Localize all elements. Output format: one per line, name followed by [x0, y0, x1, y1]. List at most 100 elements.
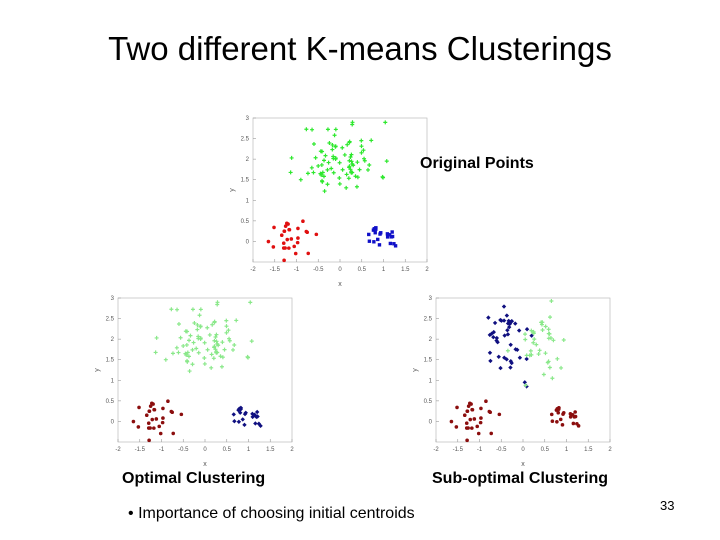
data-point — [310, 127, 315, 132]
data-point — [250, 411, 255, 417]
data-point — [242, 411, 248, 417]
data-point — [524, 356, 529, 362]
data-point — [376, 237, 380, 242]
data-point — [393, 244, 398, 248]
x-tick-label: 0 — [338, 267, 342, 273]
data-point — [536, 352, 541, 357]
suboptimal-clustering-scatter: -2 -1.5 -1 -0.5 0 0.5 1 1.5 2 0 0.5 1 1.5 2 2.5 3 x y — [412, 296, 612, 468]
data-point — [205, 347, 210, 352]
data-point — [388, 241, 393, 246]
data-point — [227, 338, 232, 343]
data-point — [191, 340, 196, 345]
data-point — [195, 322, 200, 327]
data-point — [207, 332, 212, 337]
data-point — [558, 417, 563, 422]
data-point — [322, 189, 327, 194]
data-point — [281, 241, 286, 246]
data-point — [286, 222, 290, 226]
scatter-series — [367, 226, 398, 248]
data-point — [212, 320, 217, 325]
data-point — [392, 242, 396, 246]
data-point — [559, 365, 564, 370]
data-point — [301, 219, 305, 224]
data-point — [185, 350, 190, 355]
data-point — [209, 352, 214, 357]
data-point — [524, 327, 530, 332]
data-point — [211, 356, 216, 361]
data-point — [369, 138, 374, 143]
data-point — [287, 227, 291, 232]
y-tick-label: 1.5 — [424, 358, 433, 364]
data-point — [148, 426, 152, 430]
data-point — [196, 334, 201, 339]
data-point — [154, 417, 159, 421]
data-point — [187, 369, 192, 374]
data-point — [279, 233, 284, 237]
data-point — [326, 160, 331, 165]
x-axis-label: x — [203, 461, 207, 468]
data-point — [202, 340, 207, 345]
data-point — [320, 178, 325, 183]
data-point — [476, 431, 481, 436]
data-point — [344, 172, 349, 177]
data-point — [283, 224, 288, 228]
data-point — [322, 158, 327, 163]
data-point — [151, 402, 155, 406]
data-point — [347, 164, 352, 169]
caption-suboptimal-clustering: Sub-optimal Clustering — [432, 470, 608, 487]
caption-optimal-clustering: Optimal Clustering — [122, 470, 266, 487]
data-point — [556, 410, 561, 415]
data-point — [296, 226, 300, 231]
scatter-series — [549, 406, 581, 428]
data-point — [179, 412, 184, 417]
data-point — [523, 383, 528, 388]
data-point — [169, 307, 174, 312]
data-point — [254, 409, 260, 415]
data-point — [323, 153, 328, 158]
data-point — [509, 319, 514, 324]
x-tick-label: -1 — [477, 447, 483, 453]
x-tick-label: 0 — [203, 447, 207, 453]
data-point — [462, 413, 467, 417]
data-point — [568, 412, 573, 416]
x-tick-label: 1.5 — [266, 447, 275, 453]
data-point — [175, 307, 180, 312]
data-point — [146, 421, 151, 426]
y-tick-label: 2.5 — [241, 137, 250, 143]
data-point — [359, 138, 364, 143]
y-tick-label: 3 — [111, 296, 115, 302]
data-point — [152, 407, 156, 412]
data-point — [316, 163, 321, 168]
data-point — [374, 227, 378, 231]
data-point — [367, 163, 372, 168]
data-point — [137, 405, 141, 410]
x-tick-label: 2 — [290, 447, 294, 453]
data-point — [169, 409, 174, 414]
data-point — [355, 160, 360, 165]
data-point — [555, 419, 559, 424]
data-point — [351, 163, 356, 168]
data-point — [333, 157, 338, 162]
data-point — [469, 402, 473, 406]
data-point — [320, 149, 325, 154]
data-point — [231, 347, 236, 352]
data-point — [546, 327, 551, 332]
data-point — [293, 251, 298, 256]
data-point — [185, 358, 190, 363]
data-point — [349, 159, 354, 164]
data-point — [516, 328, 522, 333]
data-point — [176, 321, 181, 326]
data-point — [306, 251, 311, 256]
data-point — [349, 152, 354, 157]
data-point — [309, 165, 314, 170]
data-point — [359, 150, 364, 155]
y-tick-label: 2 — [246, 157, 250, 163]
data-point — [549, 412, 554, 417]
data-point — [545, 360, 550, 365]
scatter-series — [231, 405, 263, 429]
data-point — [531, 340, 536, 345]
y-tick-label: 1.5 — [241, 178, 250, 184]
data-point — [220, 340, 225, 345]
data-point — [337, 181, 342, 186]
data-point — [505, 332, 511, 337]
